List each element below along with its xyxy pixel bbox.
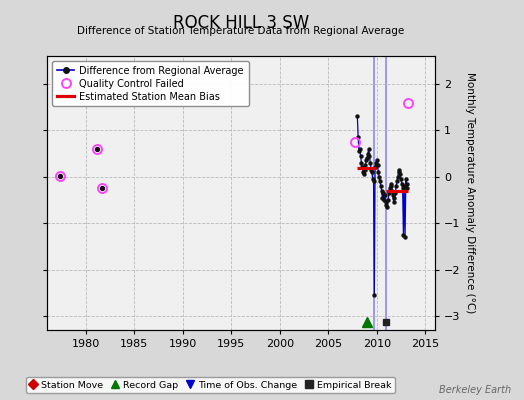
Text: ROCK HILL 3 SW: ROCK HILL 3 SW: [173, 14, 309, 32]
Text: Difference of Station Temperature Data from Regional Average: Difference of Station Temperature Data f…: [78, 26, 405, 36]
Y-axis label: Monthly Temperature Anomaly Difference (°C): Monthly Temperature Anomaly Difference (…: [465, 72, 475, 314]
Text: Berkeley Earth: Berkeley Earth: [439, 385, 511, 395]
Legend: Difference from Regional Average, Quality Control Failed, Estimated Station Mean: Difference from Regional Average, Qualit…: [52, 61, 248, 106]
Legend: Station Move, Record Gap, Time of Obs. Change, Empirical Break: Station Move, Record Gap, Time of Obs. C…: [26, 377, 395, 393]
